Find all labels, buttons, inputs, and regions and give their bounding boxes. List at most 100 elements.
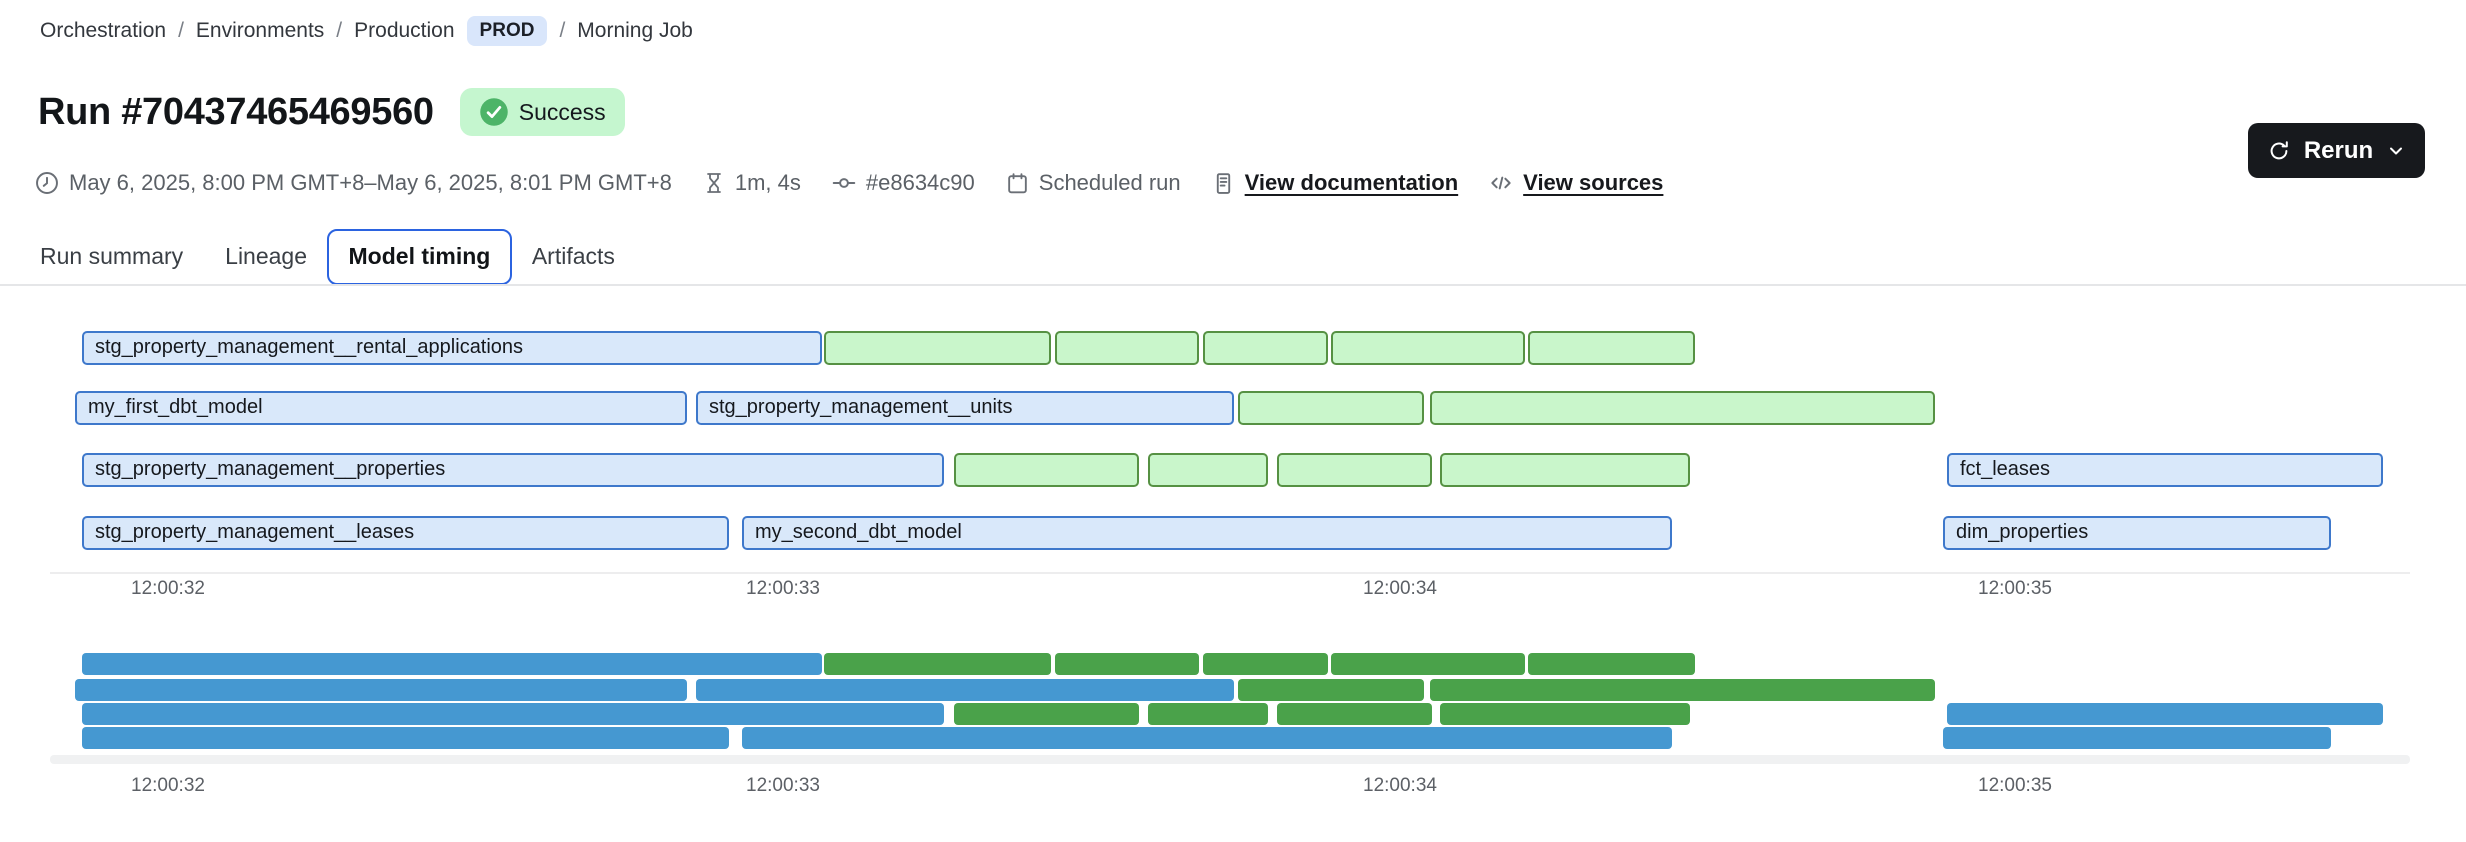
rerun-button[interactable]: Rerun bbox=[2248, 123, 2425, 178]
gantt-bar[interactable] bbox=[1430, 391, 1935, 425]
tab-run-summary[interactable]: Run summary bbox=[40, 243, 184, 269]
minimap-row bbox=[0, 653, 2466, 675]
view-sources-link[interactable]: View sources bbox=[1523, 170, 1664, 195]
gantt-bar-stg_property_management__rental_applications[interactable]: stg_property_management__rental_applicat… bbox=[82, 331, 822, 365]
minimap-track[interactable] bbox=[50, 755, 2410, 764]
breadcrumb-orchestration[interactable]: Orchestration bbox=[40, 19, 167, 42]
breadcrumb: Orchestration / Environments / Productio… bbox=[40, 16, 693, 46]
time-tick-label: 12:00:32 bbox=[131, 578, 205, 599]
gantt-bar-stg_property_management__leases[interactable]: stg_property_management__leases bbox=[82, 516, 729, 550]
view-documentation-link[interactable]: View documentation bbox=[1244, 170, 1459, 195]
minimap-bar[interactable] bbox=[1528, 653, 1695, 675]
minimap-bar[interactable] bbox=[1331, 653, 1525, 675]
time-tick-label: 12:00:34 bbox=[1363, 775, 1437, 796]
breadcrumb-environments[interactable]: Environments bbox=[195, 19, 325, 42]
minimap-bar[interactable] bbox=[82, 727, 729, 749]
status-badge: Success bbox=[459, 88, 625, 136]
gantt-bar-label: my_second_dbt_model bbox=[755, 521, 962, 543]
clock-icon bbox=[34, 170, 60, 196]
sources-link-item: View sources bbox=[1488, 170, 1663, 196]
breadcrumb-separator: / bbox=[336, 19, 343, 42]
gantt-bar-label: dim_properties bbox=[1956, 521, 2089, 543]
gantt-bar-stg_property_management__properties[interactable]: stg_property_management__properties bbox=[82, 453, 944, 487]
rerun-button-label: Rerun bbox=[2303, 136, 2374, 164]
gantt-bar[interactable] bbox=[1203, 331, 1328, 365]
gantt-bar[interactable] bbox=[1277, 453, 1432, 487]
minimap-time-axis: 12:00:32 12:00:33 12:00:34 12:00:35 bbox=[0, 775, 2466, 799]
minimap-row bbox=[0, 679, 2466, 701]
gantt-bar[interactable] bbox=[1331, 331, 1525, 365]
gantt-bar-my_second_dbt_model[interactable]: my_second_dbt_model bbox=[742, 516, 1672, 550]
gantt-row: stg_property_management__rental_applicat… bbox=[0, 331, 2466, 365]
hourglass-icon bbox=[702, 171, 726, 195]
minimap-row bbox=[0, 727, 2466, 749]
minimap-bar[interactable] bbox=[696, 679, 1234, 701]
rerun-chevron-down-icon[interactable] bbox=[2386, 141, 2406, 161]
time-tick-label: 12:00:34 bbox=[1363, 578, 1437, 599]
time-tick-label: 12:00:32 bbox=[131, 775, 205, 796]
gantt-bar[interactable] bbox=[954, 453, 1139, 487]
gantt-bar[interactable] bbox=[1528, 331, 1695, 365]
calendar-icon bbox=[1005, 171, 1030, 196]
success-check-icon bbox=[479, 97, 509, 127]
model-timing-chart: 12:00:32 12:00:33 12:00:34 12:00:35 12:00:3… bbox=[0, 286, 2466, 842]
gantt-bar[interactable] bbox=[1238, 391, 1424, 425]
page-title: Run #70437465469560 bbox=[38, 90, 434, 133]
breadcrumb-morning-job[interactable]: Morning Job bbox=[577, 19, 693, 42]
gantt-bar-my_first_dbt_model[interactable]: my_first_dbt_model bbox=[75, 391, 687, 425]
run-duration: 1m, 4s bbox=[702, 170, 801, 196]
run-time-range: May 6, 2025, 8:00 PM GMT+8–May 6, 2025, … bbox=[34, 170, 672, 196]
minimap-bar[interactable] bbox=[1203, 653, 1328, 675]
run-trigger-text: Scheduled run bbox=[1038, 170, 1181, 195]
tab-model-timing[interactable]: Model timing bbox=[326, 229, 513, 285]
document-icon bbox=[1211, 171, 1236, 196]
environment-badge: PROD bbox=[466, 16, 548, 46]
gantt-row: stg_property_management__properties fct_l… bbox=[0, 453, 2466, 487]
minimap-bar[interactable] bbox=[1440, 703, 1690, 725]
minimap-bar[interactable] bbox=[1238, 679, 1424, 701]
code-icon bbox=[1488, 170, 1514, 196]
breadcrumb-separator: / bbox=[559, 19, 566, 42]
minimap-bar[interactable] bbox=[1055, 653, 1199, 675]
minimap-bar[interactable] bbox=[82, 653, 822, 675]
gantt-bar[interactable] bbox=[1148, 453, 1268, 487]
minimap-bar[interactable] bbox=[82, 703, 944, 725]
gantt-row: my_first_dbt_model stg_property_managemen… bbox=[0, 391, 2466, 425]
gantt-axis-line bbox=[50, 572, 2410, 574]
minimap-bar[interactable] bbox=[742, 727, 1672, 749]
minimap-bar[interactable] bbox=[1148, 703, 1268, 725]
breadcrumb-separator: / bbox=[178, 19, 184, 42]
gantt-bar[interactable] bbox=[1440, 453, 1690, 487]
run-commit: #e8634c90 bbox=[831, 170, 975, 196]
minimap-bar[interactable] bbox=[954, 703, 1139, 725]
gantt-bar[interactable] bbox=[824, 331, 1051, 365]
tab-lineage[interactable]: Lineage bbox=[225, 243, 308, 269]
run-meta-row: May 6, 2025, 8:00 PM GMT+8–May 6, 2025, … bbox=[34, 170, 1663, 196]
breadcrumb-production[interactable]: Production bbox=[354, 19, 455, 42]
time-tick-label: 12:00:33 bbox=[746, 578, 820, 599]
rerun-refresh-icon bbox=[2267, 139, 2291, 163]
gantt-bar-stg_property_management__units[interactable]: stg_property_management__units bbox=[696, 391, 1234, 425]
minimap-bar[interactable] bbox=[75, 679, 687, 701]
tab-bar-divider bbox=[0, 284, 2466, 286]
gantt-bar[interactable] bbox=[1055, 331, 1199, 365]
time-tick-label: 12:00:35 bbox=[1978, 775, 2052, 796]
gantt-bar-label: stg_property_management__units bbox=[709, 396, 1013, 418]
minimap-bar[interactable] bbox=[824, 653, 1051, 675]
run-commit-text: #e8634c90 bbox=[865, 170, 975, 195]
tab-bar: Run summary Lineage Model timing Artifac… bbox=[40, 229, 615, 285]
tab-artifacts[interactable]: Artifacts bbox=[531, 243, 615, 269]
gantt-bar-dim_properties[interactable]: dim_properties bbox=[1943, 516, 2331, 550]
minimap-bar[interactable] bbox=[1430, 679, 1935, 701]
run-time-range-text: May 6, 2025, 8:00 PM GMT+8–May 6, 2025, … bbox=[69, 170, 672, 195]
minimap-bar[interactable] bbox=[1947, 703, 2383, 725]
title-row: Run #70437465469560 Success bbox=[38, 88, 625, 136]
run-duration-text: 1m, 4s bbox=[734, 170, 801, 195]
gantt-row: stg_property_management__leases my_second… bbox=[0, 516, 2466, 550]
minimap-bar[interactable] bbox=[1943, 727, 2331, 749]
gantt-bar-label: stg_property_management__rental_applicat… bbox=[95, 336, 524, 358]
minimap-bar[interactable] bbox=[1277, 703, 1432, 725]
git-commit-icon bbox=[831, 170, 857, 196]
gantt-bar-fct_leases[interactable]: fct_leases bbox=[1947, 453, 2383, 487]
